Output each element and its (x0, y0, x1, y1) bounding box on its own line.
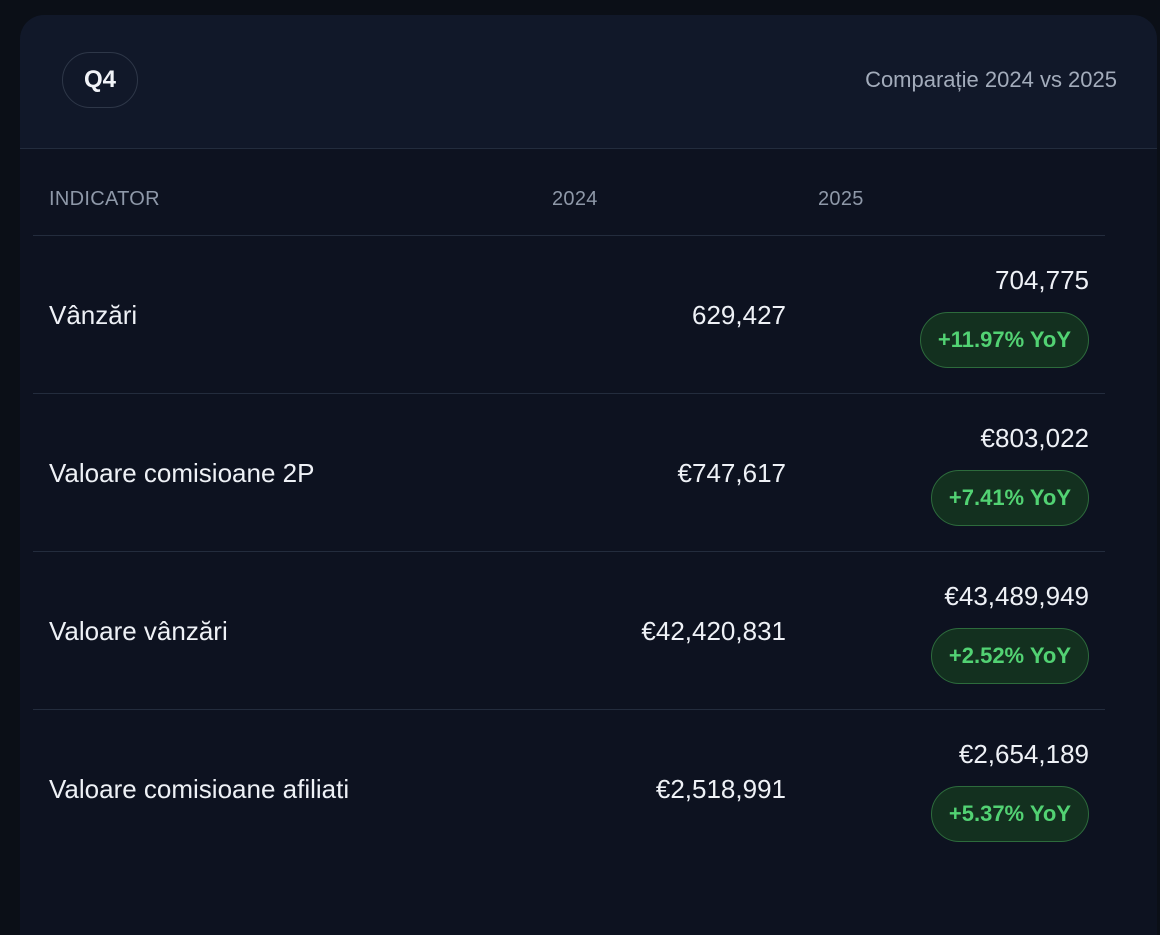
indicator-name: Vânzări (49, 300, 138, 330)
comparison-subtitle: Comparație 2024 vs 2025 (865, 67, 1117, 92)
card-header: Q4 Comparație 2024 vs 2025 (20, 15, 1157, 149)
value-2025: €2,654,189 (958, 739, 1089, 769)
column-header-2024: 2024 (552, 188, 598, 210)
yoy-badge: +11.97% YoY (919, 312, 1089, 368)
value-2024: €42,420,831 (641, 616, 786, 646)
indicator-name: Valoare comisioane afiliati (49, 774, 350, 804)
comparison-table: INDICATOR 2024 2025 Vânzări 629,427 704,… (33, 150, 1105, 867)
value-2024: €2,518,991 (655, 774, 786, 804)
value-2025: €43,489,949 (944, 581, 1089, 611)
yoy-badge: +2.52% YoY (930, 628, 1089, 684)
quarter-badge[interactable]: Q4 (62, 52, 138, 108)
indicator-name: Valoare comisioane 2P (49, 458, 315, 488)
value-2024: 629,427 (692, 300, 786, 330)
table-row: Valoare comisioane 2P €747,617 €803,022 … (33, 394, 1105, 552)
table-row: Valoare vânzări €42,420,831 €43,489,949 … (33, 552, 1105, 710)
indicator-name: Valoare vânzări (49, 616, 228, 646)
column-header-2025: 2025 (818, 188, 864, 210)
column-header-indicator: INDICATOR (49, 188, 160, 210)
yoy-badge: +7.41% YoY (930, 470, 1089, 526)
table-header: INDICATOR 2024 2025 (33, 150, 1105, 236)
table-row: Vânzări 629,427 704,775 +11.97% YoY (33, 236, 1105, 394)
value-2025: €803,022 (980, 423, 1089, 453)
value-2024: €747,617 (677, 458, 786, 488)
yoy-badge: +5.37% YoY (930, 786, 1089, 842)
table-row: Valoare comisioane afiliati €2,518,991 €… (33, 710, 1105, 867)
value-2025: 704,775 (995, 265, 1089, 295)
